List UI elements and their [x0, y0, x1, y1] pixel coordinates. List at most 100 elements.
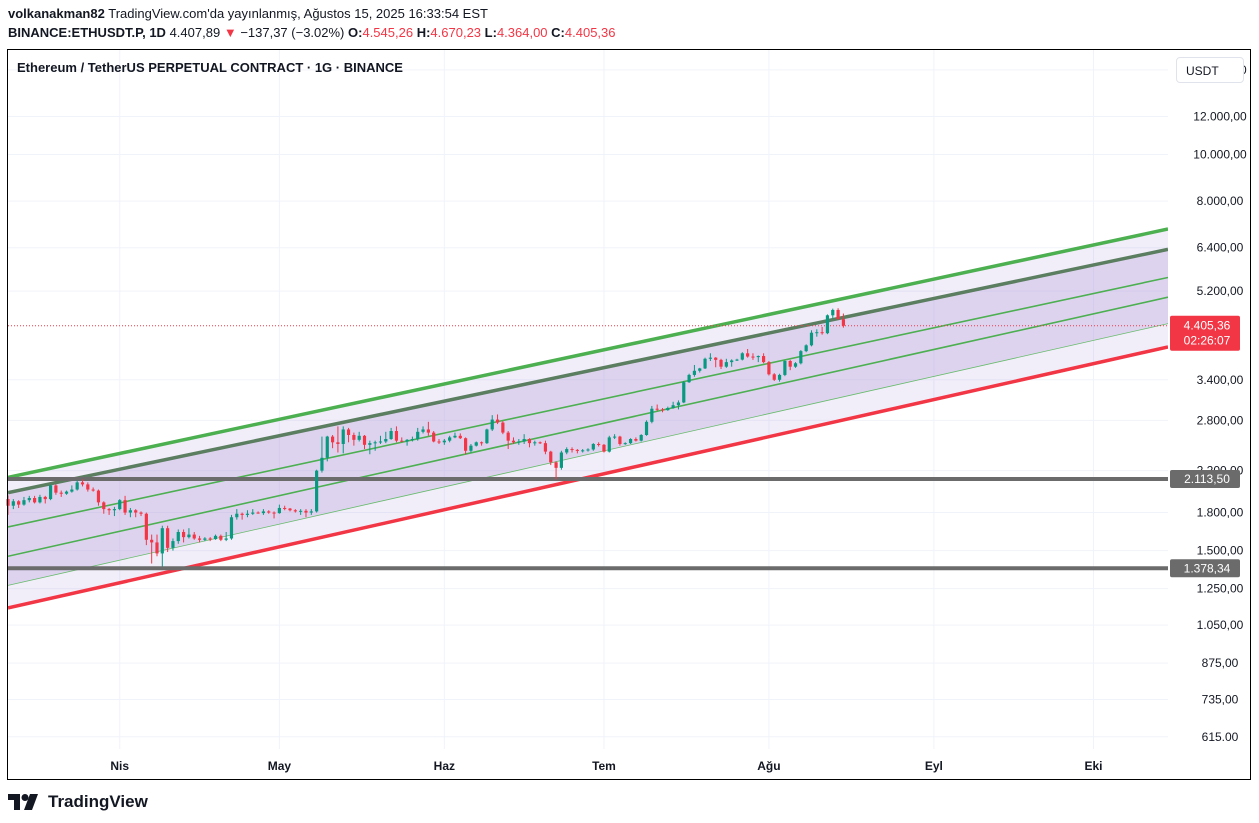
candle-body: [245, 513, 250, 515]
candle-body: [166, 528, 170, 548]
candle-body: [591, 443, 595, 450]
candle-body: [400, 440, 404, 442]
time-tick-label: Eki: [1084, 759, 1102, 773]
channel-band-top: [8, 229, 1168, 493]
candle-body: [437, 441, 441, 443]
candle-body: [825, 315, 830, 334]
candle-body: [203, 538, 207, 540]
candle-body: [650, 408, 654, 422]
time-tick-label: Eyl: [925, 759, 943, 773]
candle-body: [86, 484, 90, 490]
candle-body: [341, 429, 345, 444]
tradingview-logo-icon: [8, 794, 38, 810]
currency-button[interactable]: USDT: [1176, 57, 1244, 83]
candlesticks: [6, 308, 846, 567]
time-tick-label: Tem: [592, 759, 616, 773]
channel-line-low-fill: [8, 323, 1168, 586]
candle-body: [33, 497, 37, 503]
candle-body: [70, 489, 74, 492]
candle-body: [815, 332, 819, 334]
candle-body: [192, 534, 196, 539]
candle-body: [426, 429, 430, 433]
candle-body: [597, 443, 601, 445]
candle-body: [150, 539, 154, 543]
price-tick-label: 10.000,00: [1193, 148, 1247, 162]
candle-body: [570, 449, 574, 451]
candle-body: [378, 441, 383, 443]
candle-body: [155, 542, 159, 554]
tradingview-logo[interactable]: TradingView: [8, 792, 148, 812]
author-name[interactable]: volkanakman82: [8, 6, 105, 21]
candle-body: [692, 370, 697, 375]
candle-body: [698, 368, 702, 371]
candle-body: [320, 457, 324, 471]
candle-body: [229, 517, 234, 539]
level-badge: [1170, 470, 1240, 489]
candle-body: [54, 485, 58, 493]
candle-body: [479, 442, 484, 444]
chart-title: Ethereum / TetherUS PERPETUAL CONTRACT ·…: [17, 60, 403, 75]
candle-body: [575, 449, 579, 451]
price-tick-label: 875,00: [1202, 656, 1239, 670]
candle-body: [756, 356, 760, 358]
candle-body: [788, 361, 792, 367]
time-axis: Nis May Haz Tem Ağu Eyl Eki: [110, 759, 1102, 773]
candle-body: [6, 499, 10, 506]
candle-body: [176, 531, 180, 542]
candle-body: [96, 490, 101, 503]
candle-body: [730, 360, 734, 363]
candle-body: [139, 512, 143, 514]
candle-body: [410, 439, 414, 441]
price-tick-label: 3.400,00: [1197, 373, 1244, 387]
candle-body: [623, 443, 627, 445]
candle-body: [777, 374, 782, 380]
candle-body: [315, 470, 319, 512]
candle-body: [43, 496, 47, 500]
candle-body: [559, 452, 563, 468]
candle-body: [123, 500, 127, 513]
candle-body: [613, 436, 617, 438]
candle-body: [22, 500, 26, 505]
candle-body: [11, 501, 15, 506]
candle-body: [91, 489, 95, 491]
candle-body: [554, 462, 558, 468]
level-badge-label: 1.378,34: [1184, 561, 1231, 575]
candle-body: [793, 363, 798, 367]
candle-body: [469, 445, 473, 451]
candle-body: [735, 359, 739, 361]
candle-body: [719, 359, 723, 367]
candle-body: [240, 513, 244, 515]
candle-body: [352, 434, 356, 440]
price-tick-label: 12.000,00: [1193, 109, 1247, 123]
price-tick-label: 1.500,00: [1197, 544, 1244, 558]
candle-body: [346, 429, 351, 435]
candle-body: [251, 512, 255, 514]
candle-body: [48, 485, 53, 500]
candle-body: [272, 512, 276, 514]
candle-body: [362, 435, 367, 445]
symbol-name[interactable]: BINANCE:ETHUSDT.P, 1D: [8, 25, 166, 40]
candle-body: [394, 431, 399, 441]
candle-body: [134, 510, 138, 513]
candle-body: [432, 432, 436, 442]
candle-body: [293, 510, 297, 512]
low-value: 4.364,00: [496, 25, 548, 40]
candle-body: [655, 408, 659, 410]
channel-line-lower-mid: [8, 296, 1168, 558]
price-tick-label: 735,00: [1202, 693, 1239, 707]
candle-body: [501, 422, 505, 433]
candle-body: [464, 438, 468, 451]
candle-body: [602, 444, 606, 452]
candle-body: [171, 541, 175, 548]
candle-body: [187, 534, 191, 538]
candle-body: [820, 332, 824, 334]
candle-body: [267, 511, 271, 513]
last-price: 4.407,89: [169, 25, 221, 40]
candle-body: [538, 442, 542, 444]
level-badge-label: 2.113,50: [1184, 472, 1230, 486]
candle-body: [277, 507, 281, 514]
candle-body: [448, 437, 452, 441]
close-value: 4.405,36: [564, 25, 616, 40]
candle-body: [107, 509, 111, 511]
